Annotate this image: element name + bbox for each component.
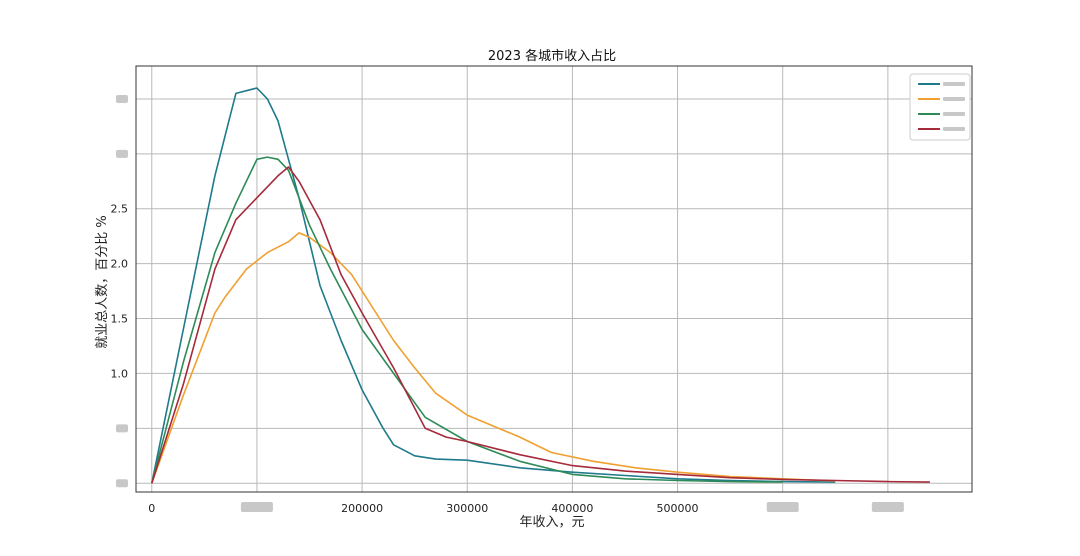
legend xyxy=(909,73,971,141)
legend-label-unreadable-4 xyxy=(943,127,965,131)
y-tick-label-5: 2.5 xyxy=(111,203,129,216)
x-tick-label-3: 300000 xyxy=(446,502,488,515)
x-tick-label-unreadable-1 xyxy=(240,502,273,512)
legend-label-unreadable-1 xyxy=(943,82,965,86)
y-tick-label-unreadable-0 xyxy=(116,479,128,488)
x-tick-labels: 0 200000 300000 400000 500000 xyxy=(148,502,904,515)
chart-title: 2023 各城市收入占比 xyxy=(488,48,616,64)
legend-label-unreadable-2 xyxy=(943,97,965,101)
x-tick-label-unreadable-6 xyxy=(766,502,799,512)
grid xyxy=(136,66,972,492)
y-tick-label-2: 1.0 xyxy=(111,367,129,380)
y-tick-label-4: 2.0 xyxy=(111,258,129,271)
y-axis-label: 就业总人数，百分比 % xyxy=(95,215,110,349)
x-axis-label: 年收入，元 xyxy=(519,515,584,530)
legend-label-unreadable-3 xyxy=(943,112,965,116)
y-tick-label-unreadable-1 xyxy=(116,424,128,433)
series-line-3 xyxy=(151,156,783,484)
y-tick-label-3: 1.5 xyxy=(111,313,129,326)
plot-frame xyxy=(135,65,973,493)
y-tick-label-unreadable-6 xyxy=(116,149,128,158)
x-tick-label-4: 400000 xyxy=(551,502,593,515)
x-tick-label-0: 0 xyxy=(148,502,155,515)
series-line-1 xyxy=(151,87,836,484)
series-line-2 xyxy=(151,232,836,484)
x-tick-label-5: 500000 xyxy=(657,502,699,515)
y-tick-labels: 1.0 1.5 2.0 2.5 xyxy=(111,94,129,488)
legend-box xyxy=(909,73,971,141)
series-lines xyxy=(151,87,930,484)
x-tick-label-2: 200000 xyxy=(341,502,383,515)
x-tick-label-unreadable-7 xyxy=(871,502,904,512)
series-line-4 xyxy=(151,166,930,484)
y-tick-label-unreadable-7 xyxy=(116,94,128,103)
